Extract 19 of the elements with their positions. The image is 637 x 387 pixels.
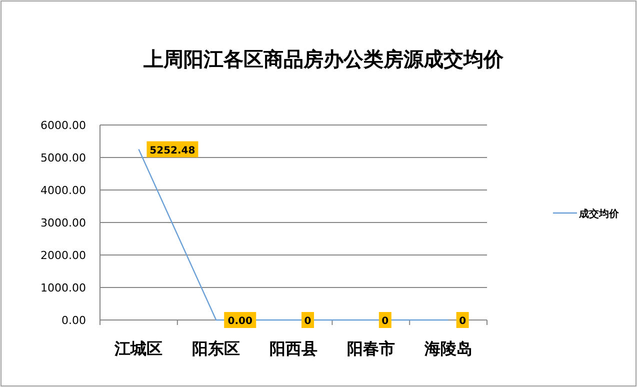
data-label: 0 — [459, 316, 466, 327]
y-tick-label: 4000.00 — [40, 184, 86, 197]
x-tick-label: 海陵岛 — [423, 339, 472, 358]
x-tick-label: 江城区 — [114, 339, 163, 358]
x-tick-label: 阳东区 — [192, 339, 240, 358]
y-tick-label: 2000.00 — [40, 249, 86, 262]
y-tick-label: 6000.00 — [40, 119, 86, 132]
legend-label: 成交均价 — [578, 208, 620, 220]
data-label: 0 — [304, 316, 312, 327]
chart-title: 上周阳江各区商品房办公类房源成交均价 — [142, 47, 504, 71]
y-tick-label: 3000.00 — [40, 216, 86, 230]
data-label: 0 — [382, 316, 389, 327]
y-tick-label: 1000.00 — [40, 282, 86, 294]
data-label: 5252.48 — [150, 145, 196, 156]
x-tick-label: 阳春市 — [346, 339, 395, 358]
data-label: 0.00 — [228, 316, 252, 327]
y-tick-label: 5000.00 — [40, 152, 86, 164]
y-tick-label: 0.00 — [62, 314, 86, 327]
x-tick-label: 阳西县 — [270, 339, 318, 358]
